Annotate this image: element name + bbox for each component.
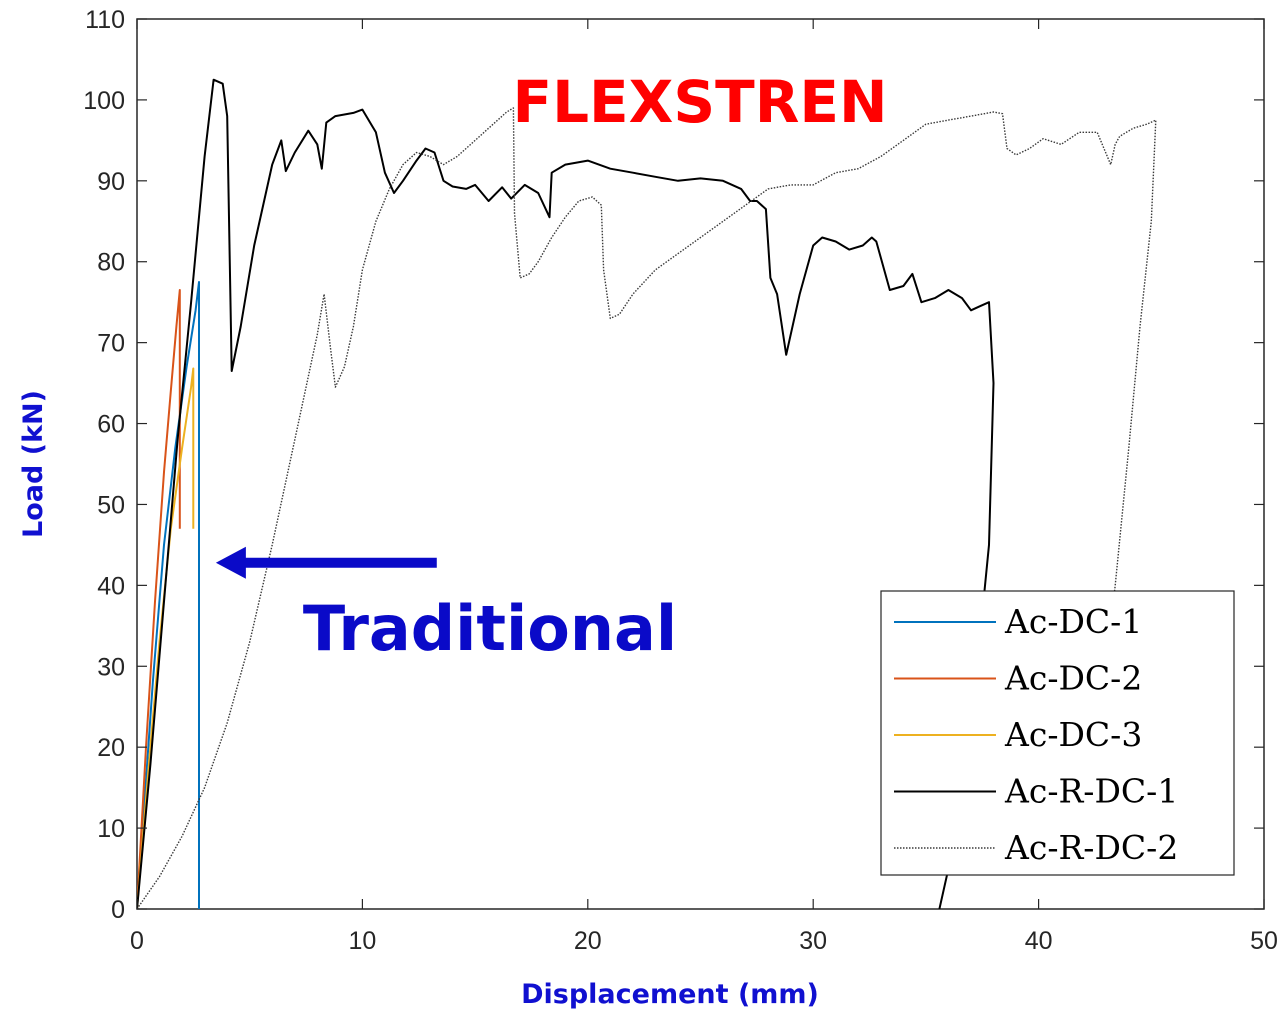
y-tick-label: 30: [97, 653, 125, 681]
series-line-ac-r-dc-1: [137, 78, 995, 909]
series-layer: [137, 78, 1157, 909]
legend-label: Ac-R-DC-1: [1004, 772, 1178, 811]
legend-entry: Ac-DC-1: [894, 602, 1142, 641]
x-tick-label: 10: [348, 927, 376, 955]
y-tick-label: 100: [83, 87, 125, 115]
series-line-ac-dc-3: [137, 367, 195, 909]
series-line-ac-dc-2: [137, 289, 181, 909]
y-tick-label: 90: [97, 168, 125, 196]
x-tick-label: 0: [130, 927, 144, 955]
y-tick-label: 80: [97, 249, 125, 277]
arrow-head: [215, 546, 246, 579]
y-tick-label: 110: [85, 6, 125, 34]
legend-entry: Ac-DC-2: [894, 659, 1142, 698]
legend-entry: Ac-R-DC-1: [894, 772, 1178, 811]
traditional-annotation: Traditional: [303, 592, 677, 665]
y-tick-label: 20: [97, 734, 125, 762]
y-tick-label: 60: [97, 411, 125, 439]
legend-label: Ac-DC-3: [1004, 715, 1142, 754]
y-axis-title: Load (kN): [18, 390, 49, 538]
x-tick-label: 20: [574, 927, 602, 955]
series-line-ac-r-dc-2: [137, 107, 1157, 909]
legend-entry: Ac-DC-3: [894, 715, 1142, 754]
y-tick-label: 10: [97, 815, 125, 843]
y-tick-label: 50: [97, 491, 125, 519]
arrow-annotation: [215, 546, 437, 579]
x-axis-title: Displacement (mm): [521, 979, 819, 1010]
x-tick-label: 30: [799, 927, 827, 955]
flexstren-annotation: FLEXSTREN: [512, 68, 887, 136]
legend: Ac-DC-1 Ac-DC-2 Ac-DC-3 Ac-R-DC-1 Ac-R-DC-2: [880, 590, 1235, 876]
legend-entry: Ac-R-DC-2: [894, 828, 1178, 867]
legend-box: [880, 590, 1235, 876]
x-tick-label: 50: [1250, 927, 1278, 955]
x-tick-label: 40: [1025, 927, 1053, 955]
legend-label: Ac-DC-2: [1004, 659, 1142, 698]
y-tick-label: 0: [111, 896, 125, 924]
legend-label: Ac-DC-1: [1004, 602, 1142, 641]
series-line-ac-dc-1: [137, 281, 200, 909]
y-tick-label: 70: [97, 330, 125, 358]
y-tick-label: 40: [97, 572, 125, 600]
axis-ticks: 0 10 20 30 40 50 0 10 20 30 40 50 60 70 80 90 100 110: [83, 6, 1278, 955]
legend-label: Ac-R-DC-2: [1004, 828, 1178, 867]
